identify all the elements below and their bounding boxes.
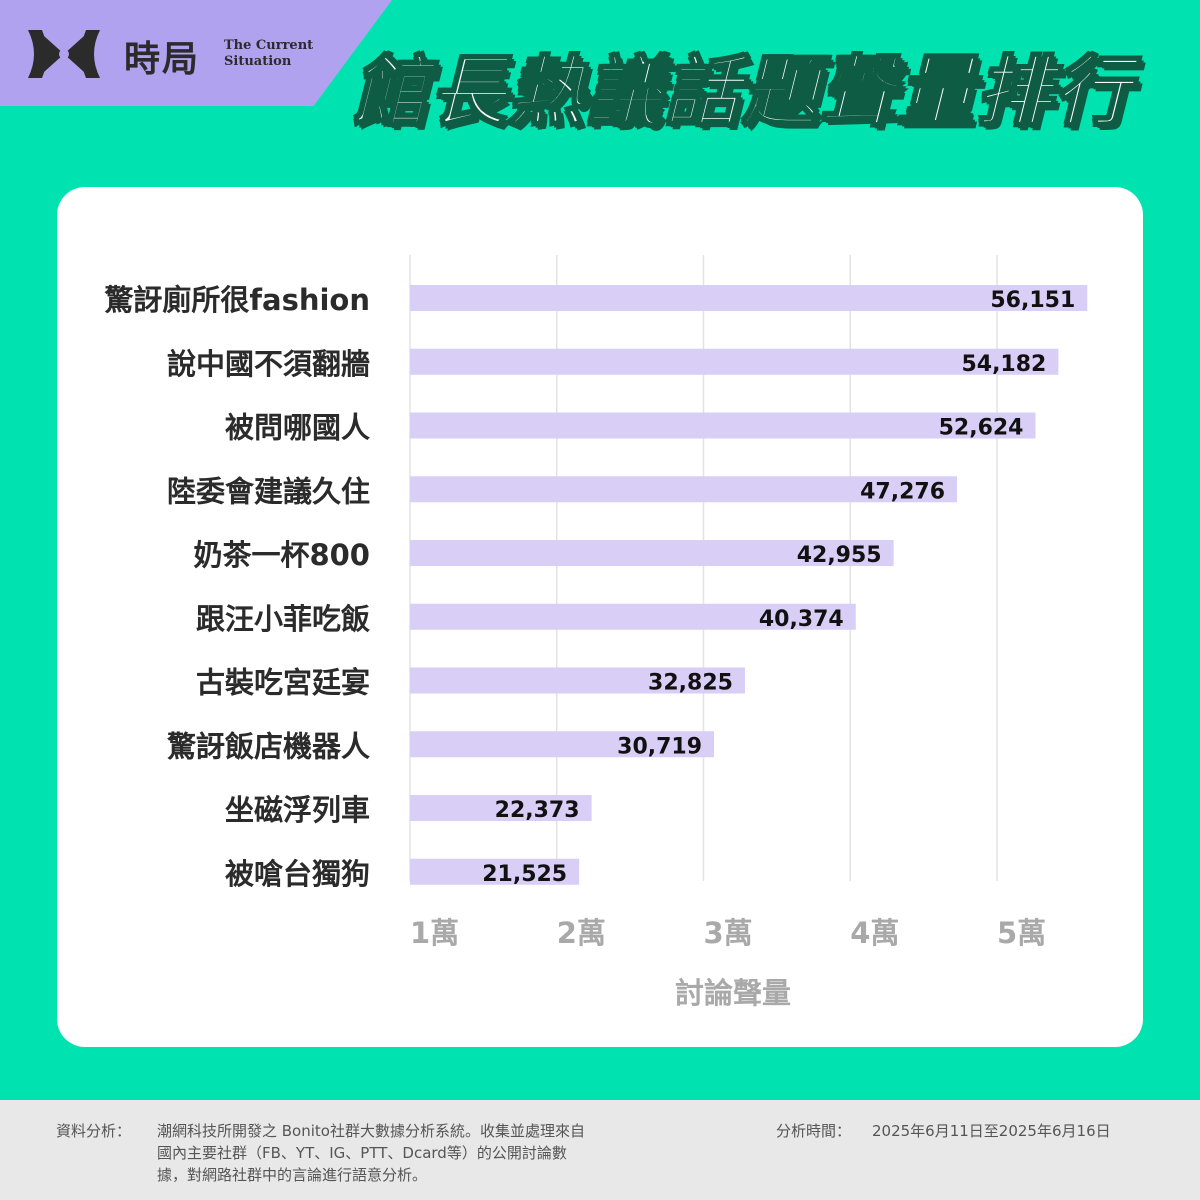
bar-6 xyxy=(410,603,856,630)
bar-8 xyxy=(410,731,715,758)
bar-4 xyxy=(410,476,958,503)
category-label-6: 跟汪小菲吃飯 xyxy=(196,602,370,636)
bar-1 xyxy=(410,285,1088,311)
analysis-period-value: 2025年6月11日至2025年6月16日 xyxy=(872,1122,1111,1140)
bar-9 xyxy=(410,795,592,821)
brand-name-en-line1: The Current xyxy=(224,38,314,53)
x-tick-label-2: 2萬 xyxy=(557,916,606,950)
x-tick-label-3: 3萬 xyxy=(704,916,753,950)
category-label-2: 說中國不須翻牆 xyxy=(167,347,370,381)
analysis-period-label: 分析時間： xyxy=(776,1122,852,1140)
brand-tab: 時局 The Current Situation xyxy=(0,0,392,106)
value-label-7: 32,825 xyxy=(648,671,733,696)
x-tick-label-1: 1萬 xyxy=(410,916,459,950)
x-tick-label-4: 4萬 xyxy=(850,916,899,950)
brand-name-en: The Current Situation xyxy=(224,38,313,70)
value-label-5: 42,955 xyxy=(797,543,882,568)
category-label-9: 坐磁浮列車 xyxy=(225,793,370,827)
source-text: 潮網科技所開發之 Bonito社群大數據分析系統。收集並處理來自 國內主要社群（… xyxy=(157,1120,677,1186)
category-label-1: 驚訝廁所很fashion xyxy=(104,283,370,317)
category-label-4: 陸委會建議久住 xyxy=(167,474,370,508)
source-label: 資料分析： xyxy=(56,1122,132,1140)
bar-10 xyxy=(410,858,580,885)
category-label-10: 被嗆台獨狗 xyxy=(225,857,370,891)
value-label-8: 30,719 xyxy=(617,734,702,759)
page-title: 館長熱議話題聲量排行 xyxy=(351,46,1132,137)
category-label-7: 古裝吃宮廷宴 xyxy=(196,666,370,700)
chart-card: 驚訝廁所很fashion 56,151 說中國不須翻牆 54,182 被問哪國人 52,6… xyxy=(57,187,1143,1047)
footer: 資料分析： 潮網科技所開發之 Bonito社群大數據分析系統。收集並處理來自 國… xyxy=(0,1100,1200,1200)
source-line-1: 潮網科技所開發之 Bonito社群大數據分析系統。收集並處理來自 xyxy=(157,1122,585,1140)
category-label-8: 驚訝飯店機器人 xyxy=(167,729,370,763)
value-label-4: 47,276 xyxy=(860,479,945,504)
value-label-3: 52,624 xyxy=(939,416,1024,441)
value-label-1: 56,151 xyxy=(990,288,1075,313)
source-line-2: 國內主要社群（FB、YT、IG、PTT、Dcard等）的公開討論數 xyxy=(157,1144,567,1162)
value-label-2: 54,182 xyxy=(961,352,1046,377)
bar-chart: 驚訝廁所很fashion 56,151 說中國不須翻牆 54,182 被問哪國人 52,6… xyxy=(104,255,1088,1010)
source-line-3: 據，對網路社群中的言論進行語意分析。 xyxy=(157,1166,428,1184)
bar-5 xyxy=(410,540,894,566)
brand-name-en-line2: Situation xyxy=(224,54,292,69)
x-tick-label-5: 5萬 xyxy=(997,916,1046,950)
bar-7 xyxy=(410,667,745,694)
category-label-3: 被問哪國人 xyxy=(225,411,370,445)
brand-name-cn: 時局 xyxy=(124,38,201,80)
hourglass-eye-logo-icon xyxy=(28,30,100,78)
x-axis-label: 討論聲量 xyxy=(675,976,791,1010)
value-label-10: 21,525 xyxy=(482,862,567,887)
bar-2 xyxy=(410,348,1059,375)
bar-3 xyxy=(410,412,1036,439)
category-label-5: 奶茶一杯800 xyxy=(193,538,370,572)
value-label-6: 40,374 xyxy=(759,607,844,632)
value-label-9: 22,373 xyxy=(495,798,580,823)
